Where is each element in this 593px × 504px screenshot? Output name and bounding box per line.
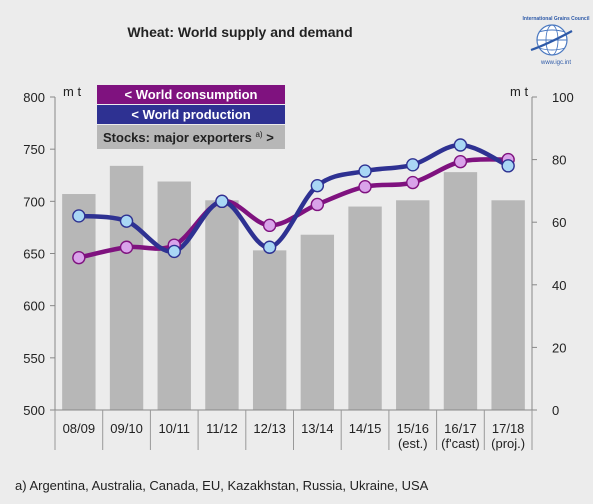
x-tick-label: 10/11 (158, 421, 190, 436)
legend-swatch-stocks (97, 125, 285, 149)
series-point-1-4 (262, 240, 277, 254)
series-point-0-1 (119, 240, 134, 254)
series-point-1-3 (215, 194, 229, 209)
bar-stocks-9 (491, 200, 525, 410)
right-axis-unit: m t (510, 84, 528, 99)
left-axis-unit: m t (63, 84, 81, 99)
igc-logo: International Grains Council www.igc.int (523, 16, 591, 66)
series-point-0-4 (262, 218, 277, 233)
left-tick-label: 800 (23, 90, 45, 105)
series-line-1 (78, 142, 510, 254)
right-tick-label: 60 (552, 215, 566, 230)
right-tick-label: 20 (552, 340, 566, 355)
x-tick-label: 08/09 (63, 421, 96, 436)
chart-title: Wheat: World supply and demand (127, 24, 352, 40)
left-tick-label: 750 (23, 142, 45, 157)
x-tick-label: 09/10 (110, 421, 143, 436)
left-tick-label: 500 (23, 403, 45, 418)
series-point-1-1 (119, 214, 134, 228)
legend-label-stocks: Stocks: major exporters a) > (103, 130, 274, 145)
bar-stocks-5 (300, 234, 335, 410)
bar-stocks-0 (62, 194, 96, 410)
series-line-0 (78, 157, 509, 260)
x-tick-label: (est.) (398, 436, 428, 451)
x-tick-label: (proj.) (491, 436, 525, 451)
bar-stocks-7 (396, 200, 430, 410)
left-tick-label: 700 (23, 194, 45, 209)
bar-stocks-2 (157, 181, 191, 410)
series-point-1-5 (310, 178, 325, 193)
series-point-0-5 (310, 197, 325, 212)
igc-logo-org: International Grains Council (523, 16, 591, 22)
series-point-1-6 (358, 164, 372, 178)
right-tick-label: 0 (552, 403, 559, 418)
bar-stocks-8 (443, 172, 478, 410)
series-point-1-0 (72, 209, 86, 223)
bar-stocks-1 (109, 165, 144, 410)
x-tick-label: 12/13 (253, 421, 286, 436)
right-tick-label: 100 (552, 90, 574, 105)
x-tick-label: 13/14 (301, 421, 334, 436)
legend-label-production: < World production (131, 107, 250, 122)
lines-layer (72, 138, 515, 265)
x-tick-label: 11/12 (206, 421, 238, 436)
series-point-0-7 (406, 175, 420, 190)
series-point-1-7 (406, 158, 420, 172)
left-tick-label: 550 (23, 351, 45, 366)
series-point-0-8 (453, 154, 468, 169)
legend-swatch-production (97, 105, 285, 124)
bars-layer (62, 165, 525, 410)
footnote: a) Argentina, Australia, Canada, EU, Kaz… (15, 478, 429, 493)
x-tick-label: 16/17 (444, 421, 477, 436)
bar-stocks-6 (348, 206, 382, 410)
series-point-1-9 (501, 159, 515, 173)
globe-icon (530, 24, 573, 56)
series-point-1-2 (167, 244, 181, 259)
left-tick-label: 650 (23, 247, 45, 262)
x-tick-label: 14/15 (349, 421, 382, 436)
x-tick-label: (f'cast) (441, 436, 480, 451)
bar-stocks-4 (252, 250, 287, 410)
igc-logo-url: www.igc.int (540, 60, 571, 66)
series-point-0-0 (72, 250, 86, 265)
series-point-1-8 (453, 138, 468, 152)
left-tick-label: 600 (23, 299, 45, 314)
bar-stocks-3 (205, 200, 239, 410)
x-tick-label: 15/16 (396, 421, 429, 436)
series-point-0-6 (358, 180, 372, 194)
legend: < World consumption < World production Sto… (97, 85, 285, 149)
axes-layer: 500 550 600 650 700 750 800 0 20 40 60 80 100 08/09 09… (23, 90, 573, 451)
right-tick-label: 40 (552, 278, 566, 293)
x-tick-label: 17/18 (492, 421, 525, 436)
legend-swatch-consumption (97, 85, 285, 104)
right-tick-label: 80 (552, 153, 566, 168)
legend-label-consumption: < World consumption (124, 87, 257, 102)
